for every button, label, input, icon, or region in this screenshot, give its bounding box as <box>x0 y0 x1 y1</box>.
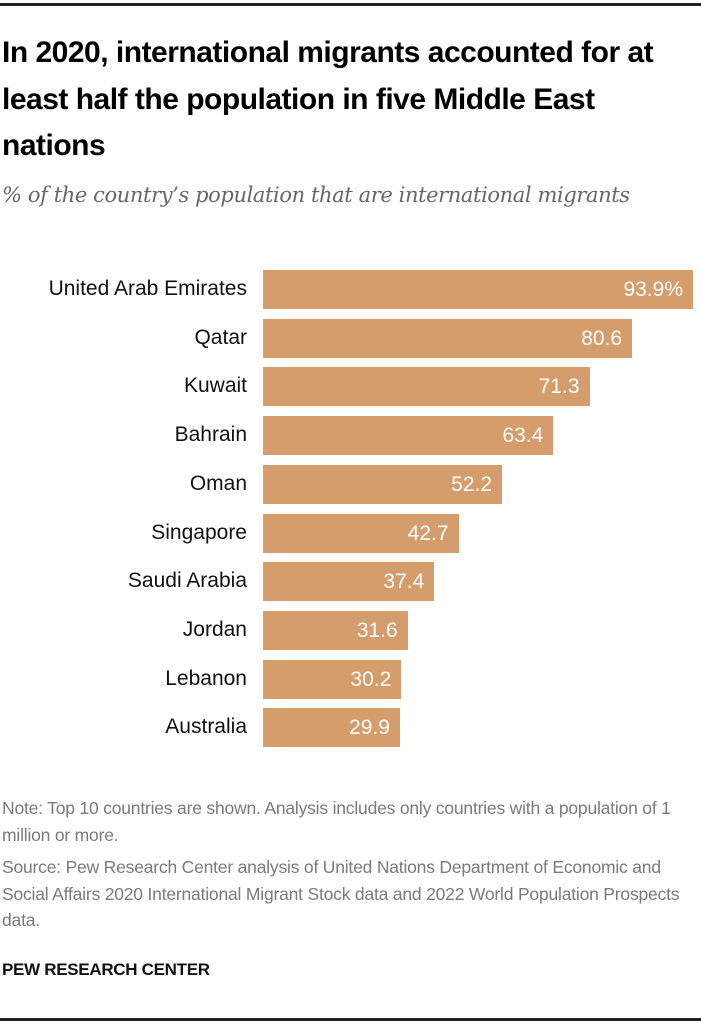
category-label: Australia <box>165 715 247 739</box>
bar-jordan: 31.6 <box>263 610 408 650</box>
data-label: 80.6 <box>581 326 623 350</box>
data-label: 30.2 <box>350 667 392 691</box>
data-label: 42.7 <box>407 521 449 545</box>
bar-united-arab-emirates: 93.9% <box>263 270 693 309</box>
category-label: Bahrain <box>174 423 247 447</box>
bar-lebanon: 30.2 <box>263 659 402 699</box>
category-label: Saudi Arabia <box>127 569 247 593</box>
bar-bahrain: 63.4 <box>263 416 554 456</box>
data-label: 52.2 <box>451 472 493 496</box>
data-label: 29.9 <box>349 716 390 740</box>
bar-kuwait: 71.3 <box>263 367 590 407</box>
note-text: Note: Top 10 countries are shown. Analys… <box>2 798 671 845</box>
top-rule <box>0 3 701 6</box>
data-label: 71.3 <box>538 375 580 399</box>
category-label: Qatar <box>194 325 247 349</box>
source-text: Source: Pew Research Center analysis of … <box>2 857 680 930</box>
bar-chart: United Arab Emirates 93.9% Qatar 80.6 Kuwait… <box>0 262 701 762</box>
bar-singapore: 42.7 <box>263 513 459 553</box>
bar-oman: 52.2 <box>263 464 503 504</box>
data-label: 93.9% <box>623 278 683 301</box>
bar-qatar: 80.6 <box>263 318 633 358</box>
bottom-rule <box>0 1018 701 1021</box>
bar-saudi-arabia: 37.4 <box>263 562 435 602</box>
category-label: Lebanon <box>165 666 247 690</box>
data-label: 37.4 <box>383 570 425 594</box>
chart-title: In 2020, international migrants accounte… <box>2 36 654 162</box>
data-label: 31.6 <box>356 618 398 642</box>
category-label: Singapore <box>151 520 247 544</box>
notes: Note: Top 10 countries are shown. Analys… <box>2 795 692 940</box>
category-label: Jordan <box>182 617 247 641</box>
data-label: 63.4 <box>502 424 544 448</box>
chart-subtitle: % of the country’s population that are i… <box>2 183 630 207</box>
category-label: Oman <box>189 471 247 495</box>
category-label: United Arab Emirates <box>48 277 247 300</box>
brand-logo-text: PEW RESEARCH CENTER <box>2 960 210 979</box>
category-label: Kuwait <box>183 374 247 398</box>
bar-australia: 29.9 <box>263 708 400 748</box>
